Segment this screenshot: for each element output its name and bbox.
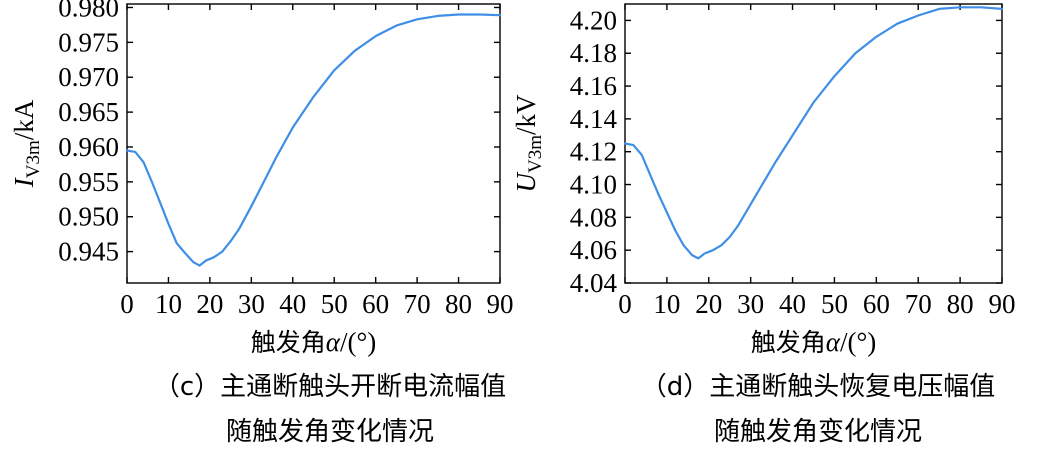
y-tick-label: 4.08 [570,202,617,232]
y-tick-label: 0.965 [58,97,119,127]
x-tick-label: 80 [445,289,472,319]
x-tick-label: 60 [362,289,389,319]
x-tick-label: 60 [863,289,890,319]
x-tick-label: 20 [196,289,223,319]
x-tick-label: 30 [238,289,265,319]
x-tick-label: 40 [279,289,306,319]
y-tick-label: 4.20 [570,5,617,35]
figure-caption-line: 随触发角变化情况 [226,417,434,447]
y-tick-label: 0.980 [58,0,119,22]
x-tick-label: 0 [618,289,632,319]
x-tick-label: 50 [321,289,348,319]
x-tick-label: 30 [737,289,764,319]
x-axis-title: 触发角α/(°) [251,327,376,357]
plot-frame [126,3,501,284]
x-tick-label: 50 [821,289,848,319]
y-tick-label: 4.14 [570,104,618,134]
x-tick-label: 40 [779,289,806,319]
y-tick-label: 0.950 [58,202,119,232]
series-line [623,6,1004,260]
x-tick-label: 90 [487,289,514,319]
chart-c: 0 10 20 30 40 50 60 70 80 90 0.945 0.950 0.955 0.960 0… [9,0,514,447]
x-tick-label: 10 [653,289,680,319]
x-axis-title: 触发角α/(°) [751,327,876,357]
x-tick-label: 90 [989,289,1016,319]
y-axis-title: UV3m/kV [511,94,546,193]
y-tick-label: 4.16 [570,71,617,101]
y-tick-label: 0.970 [58,62,119,92]
x-tick-label: 70 [905,289,932,319]
y-tick-label: 0.955 [58,167,119,197]
series-line [125,13,502,267]
x-tick-label: 20 [695,289,722,319]
y-axis-title: IV3m/kA [9,99,44,188]
figure-caption-line: （c）主通断触头开断电流幅值 [154,372,506,402]
y-tick-label: 0.945 [58,237,119,267]
y-tick-label: 4.12 [570,137,617,167]
chart-d: 0 10 20 30 40 50 60 70 80 904.044.064.084.104.124… [511,3,1016,447]
figure-caption-line: 随触发角变化情况 [714,417,922,447]
y-tick-label: 4.04 [570,268,618,298]
y-tick-label: 4.18 [570,38,617,68]
x-tick-label: 10 [155,289,182,319]
x-tick-label: 0 [120,289,134,319]
y-tick-label: 4.06 [570,235,617,265]
y-tick-label: 0.960 [58,132,119,162]
figure-caption-line: （d）主通断触头恢复电压幅值 [641,372,996,402]
y-tick-label: 0.975 [58,27,119,57]
x-tick-label: 80 [947,289,974,319]
y-tick-label: 4.10 [570,170,617,200]
x-tick-label: 70 [404,289,431,319]
